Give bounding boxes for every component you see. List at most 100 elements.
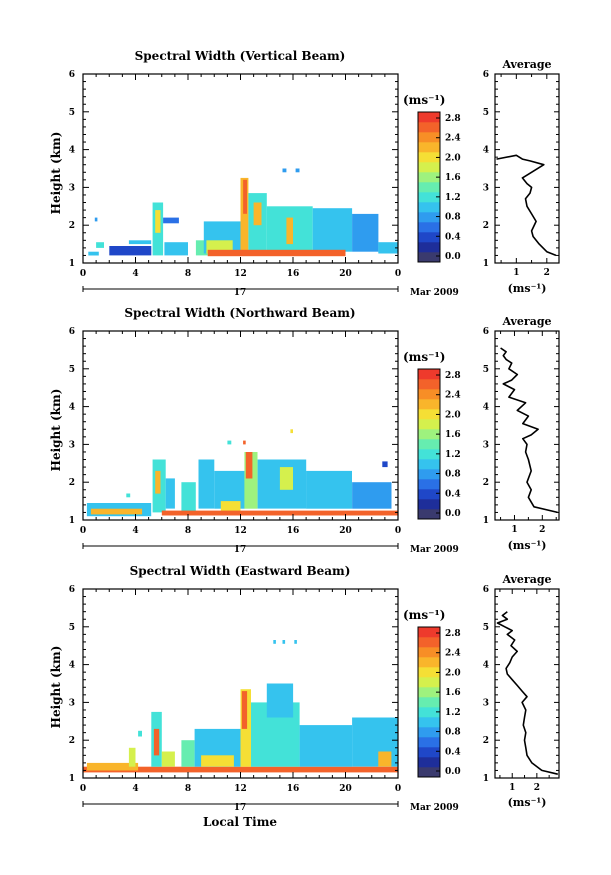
colorbar-swatch: [418, 409, 440, 420]
colorbar-tick-label: 0.4: [445, 489, 461, 499]
avg-x-tick-label: 2: [544, 268, 550, 278]
colorbar-swatch: [418, 112, 440, 123]
x-tick-label: 20: [339, 526, 352, 536]
panel-title-vertical: Spectral Width (Vertical Beam): [135, 49, 346, 63]
data-cell: [181, 740, 195, 767]
y-tick-label: 2: [69, 221, 75, 231]
colorbar-tick-label: 1.2: [445, 450, 461, 460]
avg-x-tick-label: 2: [539, 525, 545, 535]
colorbar-swatch: [418, 737, 440, 748]
avg-title-3: Average: [501, 573, 551, 586]
data-cell: [86, 762, 139, 771]
y-tick-label: 2: [69, 478, 75, 488]
x-tick-label: 4: [132, 784, 138, 794]
data-cell: [273, 640, 276, 644]
avg-y-tick-label: 6: [483, 327, 489, 337]
colorbar-tick-label: 1.6: [445, 688, 461, 698]
colorbar-swatch: [418, 439, 440, 450]
colorbar-vertical: 2.8 2.4 2.0 1.6 1.2 0.8 0.4 0.0: [417, 111, 461, 263]
data-cell: [207, 249, 346, 257]
data-cell: [109, 246, 152, 256]
x-tick-label: 0: [80, 526, 86, 536]
colorbar-tick-label: 0.0: [445, 252, 461, 262]
day-label-3: 17: [234, 803, 247, 813]
day-label-1: 17: [234, 288, 247, 298]
avg-unit-1: (ms⁻¹): [508, 282, 547, 295]
x-tick-label: 8: [185, 269, 191, 279]
data-cell: [155, 210, 161, 233]
colorbar-tick-label: 2.0: [445, 410, 461, 420]
x-tick-label: 12: [234, 784, 247, 794]
y-tick-label: 5: [69, 365, 75, 375]
average-line: [496, 154, 557, 257]
data-cell: [164, 242, 188, 256]
y-tick-label: 1: [69, 516, 75, 526]
data-cell: [299, 725, 353, 767]
colorbar-swatch: [418, 142, 440, 153]
avg-y-tick-label: 2: [483, 736, 489, 746]
y-tick-label: 4: [69, 403, 75, 413]
x-tick-label: 20: [339, 269, 352, 279]
avg-y-tick-label: 3: [483, 440, 489, 450]
ylabel-eastward: Height (km): [49, 646, 63, 729]
colorbar-frame: [417, 626, 441, 778]
data-cell: [279, 467, 293, 490]
x-tick-label: 0: [395, 269, 401, 279]
data-cell: [96, 242, 104, 248]
data-cell: [378, 751, 392, 767]
colorbar-swatch: [418, 389, 440, 400]
data-cell: [83, 766, 398, 773]
colorbar-eastward: 2.8 2.4 2.0 1.6 1.2 0.8 0.4 0.0: [417, 626, 461, 778]
average-line: [500, 347, 558, 514]
ylabel-northward: Height (km): [49, 389, 63, 472]
y-tick-label: 6: [69, 70, 75, 80]
y-tick-label: 3: [69, 183, 75, 193]
y-tick-label: 1: [69, 774, 75, 784]
avg-frame: [494, 330, 560, 521]
colorbar-tick-label: 0.8: [445, 470, 461, 480]
avg-y-tick-label: 6: [483, 585, 489, 595]
colorbar-swatch: [418, 252, 440, 263]
colorbar-unit-2: (ms⁻¹): [403, 350, 445, 364]
colorbar-tick-label: 1.2: [445, 708, 461, 718]
avg-x-tick-label: 1: [511, 525, 517, 535]
data-cell: [155, 470, 161, 494]
avg-x-tick-label: 1: [509, 783, 515, 793]
data-cell: [382, 461, 388, 468]
data-cell: [153, 728, 160, 756]
data-cell: [161, 510, 399, 516]
x-tick-label: 8: [185, 526, 191, 536]
colorbar-swatch: [418, 747, 440, 758]
colorbar-northward: 2.8 2.4 2.0 1.6 1.2 0.8 0.4 0.0: [417, 368, 461, 520]
colorbar-tick-label: 0.4: [445, 232, 461, 242]
colorbar-swatch: [418, 242, 440, 253]
colorbar-swatch: [418, 469, 440, 480]
colorbar-tick-label: 2.8: [445, 371, 461, 381]
y-tick-label: 4: [69, 661, 75, 671]
y-tick-label: 3: [69, 698, 75, 708]
colorbar-swatch: [418, 489, 440, 500]
x-tick-label: 12: [234, 269, 247, 279]
data-cell: [138, 730, 142, 737]
colorbar-swatch: [418, 677, 440, 688]
colorbar-swatch: [418, 647, 440, 658]
colorbar-tick-label: 0.0: [445, 509, 461, 519]
data-cell: [88, 251, 99, 256]
data-cell: [128, 240, 152, 245]
y-tick-label: 3: [69, 440, 75, 450]
avg-y-tick-label: 6: [483, 70, 489, 80]
colorbar-swatch: [418, 479, 440, 490]
colorbar-swatch: [418, 192, 440, 203]
avg-y-tick-label: 5: [483, 365, 489, 375]
avg-y-tick-label: 4: [483, 403, 489, 413]
colorbar-tick-label: 1.6: [445, 430, 461, 440]
colorbar-swatch: [418, 122, 440, 133]
colorbar-tick-label: 2.8: [445, 114, 461, 124]
date-label-1: Mar 2009: [410, 288, 459, 298]
avg-y-tick-label: 5: [483, 623, 489, 633]
data-cell: [243, 440, 246, 445]
data-cell: [312, 208, 353, 252]
